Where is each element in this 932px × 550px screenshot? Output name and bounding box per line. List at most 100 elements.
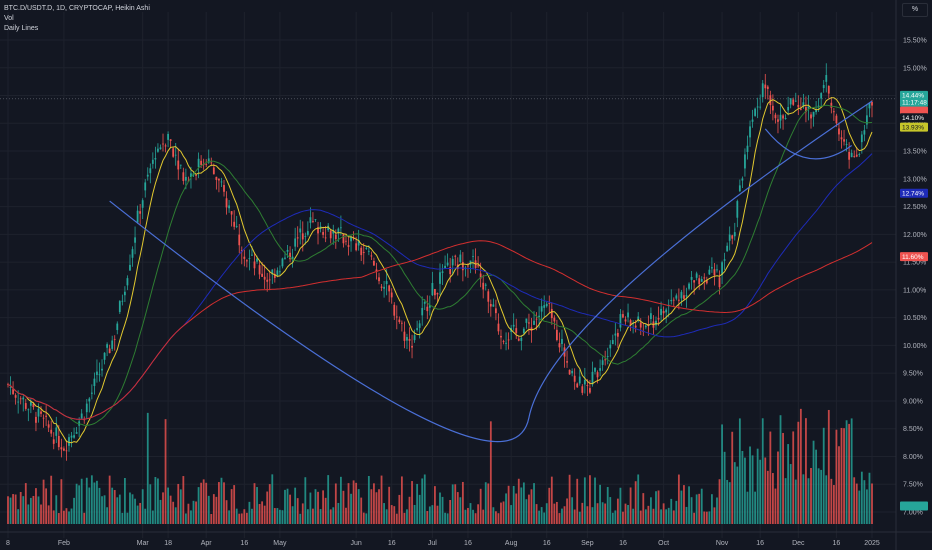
volume-bar xyxy=(555,501,558,524)
candle-body xyxy=(375,269,378,272)
candle-body xyxy=(522,328,525,334)
volume-bar xyxy=(619,487,622,524)
volume-bar xyxy=(545,503,548,524)
candle-body xyxy=(273,273,276,278)
price-tag xyxy=(900,122,928,132)
symbol-label[interactable]: BTC.D/USDT.D, 1D, CRYPTOCAP, Heikin Ashi xyxy=(4,5,150,12)
volume-bar xyxy=(571,497,574,524)
volume-bar xyxy=(434,486,436,524)
candle-body xyxy=(177,160,180,170)
volume-bar xyxy=(281,510,284,524)
volume-bar xyxy=(439,492,441,524)
volume-bar xyxy=(85,477,88,524)
y-tick-label: 13.00% xyxy=(903,176,927,183)
volume-bar xyxy=(576,478,579,524)
candle-body xyxy=(40,411,42,414)
candle-body xyxy=(309,217,312,223)
candle-body xyxy=(769,95,772,106)
volume-bar xyxy=(667,507,670,524)
volume-bar xyxy=(68,511,70,524)
volume-bar xyxy=(520,487,523,524)
volume-bar xyxy=(317,491,319,524)
candle-body xyxy=(96,371,98,375)
volume-bar xyxy=(370,489,373,524)
candle-body xyxy=(677,299,680,301)
daily-lines-indicator-label[interactable]: Daily Lines xyxy=(4,25,39,32)
candle-body xyxy=(820,93,823,99)
candle-body xyxy=(154,158,157,160)
volume-bar xyxy=(337,502,340,524)
candle-body xyxy=(726,245,729,252)
volume-bar xyxy=(792,431,795,524)
volume-bar xyxy=(406,509,408,524)
volume-bar xyxy=(131,494,134,524)
candle-body xyxy=(42,417,45,419)
candle-body xyxy=(327,225,330,231)
candle-body xyxy=(581,386,584,393)
volume-bar xyxy=(454,484,457,524)
y-tick-label: 9.50% xyxy=(903,371,923,378)
volume-bar xyxy=(698,493,701,524)
percent-scale-button[interactable]: % xyxy=(902,3,928,17)
candle-body xyxy=(655,320,657,326)
price-tag xyxy=(900,252,928,262)
candle-body xyxy=(47,424,50,428)
candle-body xyxy=(533,320,535,325)
candle-body xyxy=(57,435,60,448)
volume-bar xyxy=(850,418,853,524)
candle-body xyxy=(525,318,528,323)
volume-bar xyxy=(126,512,129,524)
volume-bar xyxy=(738,418,741,524)
volume-bar xyxy=(93,482,96,524)
volume-bar xyxy=(177,483,180,524)
volume-bar xyxy=(583,477,586,524)
candle-body xyxy=(22,397,25,400)
candle-body xyxy=(314,219,317,220)
candle-body xyxy=(342,234,345,244)
volume-bar xyxy=(266,491,269,524)
volume-indicator-label[interactable]: Vol xyxy=(4,15,14,22)
volume-bar xyxy=(741,450,744,524)
x-tick-label: 16 xyxy=(833,540,841,547)
volume-bar xyxy=(751,455,754,524)
candle-body xyxy=(695,273,698,278)
volume-bar xyxy=(561,508,563,524)
volume-bar xyxy=(83,512,86,524)
y-tick-label: 9.00% xyxy=(903,398,923,405)
x-tick-label: 16 xyxy=(756,540,764,547)
volume-bar xyxy=(200,482,203,524)
volume-bar xyxy=(289,494,291,524)
volume-bar xyxy=(98,487,101,524)
volume-bar xyxy=(350,493,352,524)
candle-body xyxy=(520,337,523,341)
candle-body xyxy=(721,262,723,276)
candle-body xyxy=(451,258,454,266)
volume-bar xyxy=(794,479,797,524)
volume-bar xyxy=(40,504,42,524)
candle-body xyxy=(261,273,264,277)
volume-bar xyxy=(627,504,629,524)
volume-bar xyxy=(624,503,627,524)
volume-bar xyxy=(832,485,835,524)
candle-body xyxy=(169,139,172,141)
price-tag-countdown: 11:17:48 xyxy=(902,99,927,106)
volume-bar xyxy=(444,512,446,524)
volume-bar xyxy=(45,488,48,524)
volume-bar xyxy=(784,478,787,524)
volume-bar xyxy=(197,487,200,524)
candle-body xyxy=(771,105,774,111)
volume-bar xyxy=(88,487,91,524)
candle-body xyxy=(845,144,848,145)
volume-bar xyxy=(149,484,152,524)
candle-body xyxy=(228,205,230,209)
candle-body xyxy=(88,398,91,402)
candle-body xyxy=(362,252,365,253)
volume-bar xyxy=(332,507,335,524)
candle-body xyxy=(27,409,30,411)
volume-bar xyxy=(373,483,375,524)
volume-bar xyxy=(838,446,840,524)
volume-bar xyxy=(652,508,655,524)
candle-body xyxy=(538,315,541,317)
